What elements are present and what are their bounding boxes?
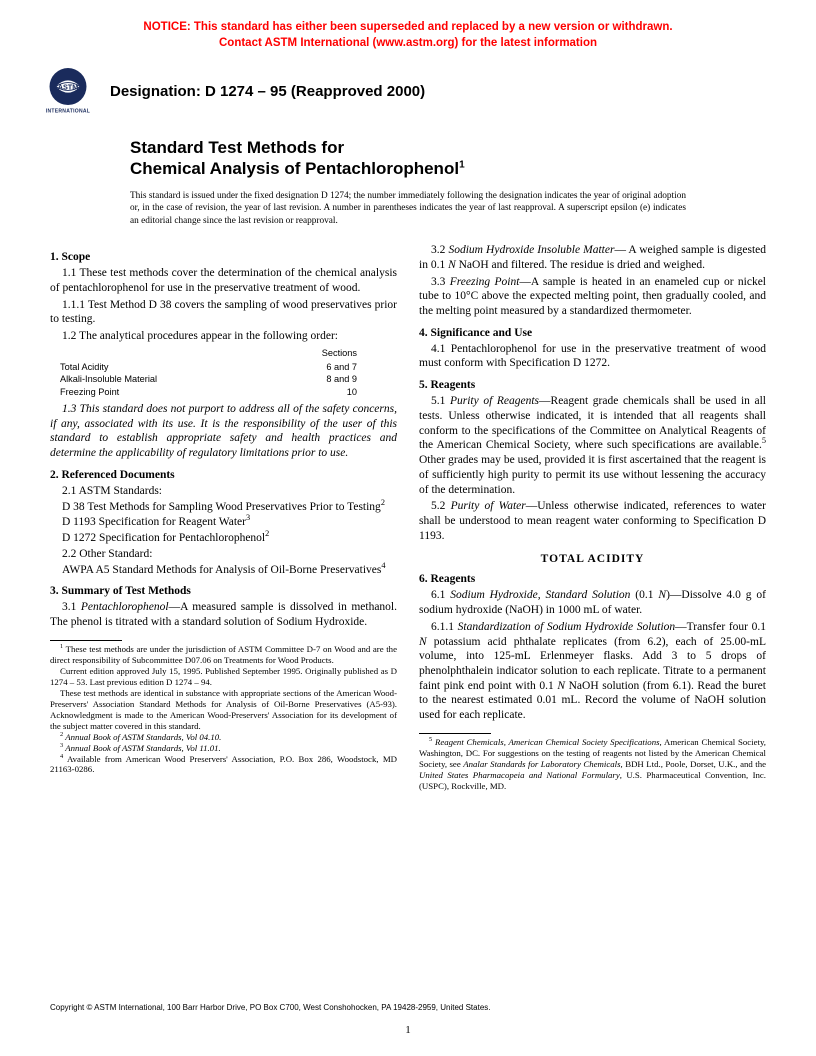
sections-table: Sections Total Acidity6 and 7 Alkali-Ins… xyxy=(50,348,397,398)
footnote-rule xyxy=(50,640,122,641)
sections-hdr: Sections xyxy=(50,348,397,358)
title-line2: Chemical Analysis of Pentachlorophenol xyxy=(130,159,459,178)
para-4-1: 4.1 Pentachlorophenol for use in the pre… xyxy=(419,342,766,371)
reagents6-head: 6. Reagents xyxy=(419,573,766,585)
table-row: Freezing Point10 xyxy=(50,386,397,398)
scope-head: 1. Scope xyxy=(50,251,397,263)
footnote-rule-right xyxy=(419,733,491,734)
svg-text:INTERNATIONAL: INTERNATIONAL xyxy=(46,108,90,114)
ref-awpa: AWPA A5 Standard Methods for Analysis of… xyxy=(50,563,397,578)
title-line1: Standard Test Methods for xyxy=(130,138,344,157)
ref-d1193: D 1193 Specification for Reagent Water3 xyxy=(50,515,397,530)
ref-2-2: 2.2 Other Standard: xyxy=(50,547,397,562)
footnote-4: 4 Available from American Wood Preserver… xyxy=(50,754,397,776)
footnote-1b: Current edition approved July 15, 1995. … xyxy=(50,666,397,688)
total-acidity-head: TOTAL ACIDITY xyxy=(419,553,766,565)
para-6-1: 6.1 Sodium Hydroxide, Standard Solution … xyxy=(419,588,766,617)
ref-2-1: 2.1 ASTM Standards: xyxy=(50,484,397,499)
para-6-1-1: 6.1.1 Standardization of Sodium Hydroxid… xyxy=(419,620,766,723)
header-row: ASTM INTERNATIONAL Designation: D 1274 –… xyxy=(40,63,766,119)
para-3-2: 3.2 Sodium Hydroxide Insoluble Matter— A… xyxy=(419,243,766,272)
table-row: Total Acidity6 and 7 xyxy=(50,361,397,373)
designation: Designation: D 1274 – 95 (Reapproved 200… xyxy=(110,83,425,100)
footnote-1: 1 These test methods are under the juris… xyxy=(50,644,397,666)
table-row: Alkali-Insoluble Material8 and 9 xyxy=(50,373,397,385)
ref-d1272: D 1272 Specification for Pentachlorophen… xyxy=(50,531,397,546)
page-number: 1 xyxy=(0,1024,816,1036)
para-3-1: 3.1 Pentachlorophenol—A measured sample … xyxy=(50,600,397,629)
right-column: 3.2 Sodium Hydroxide Insoluble Matter— A… xyxy=(419,243,766,792)
footnote-5: 5 Reagent Chemicals, American Chemical S… xyxy=(419,737,766,792)
para-3-3: 3.3 Freezing Point—A sample is heated in… xyxy=(419,275,766,319)
notice-line1: NOTICE: This standard has either been su… xyxy=(143,21,672,33)
para-1-2: 1.2 The analytical procedures appear in … xyxy=(50,329,397,344)
svg-text:ASTM: ASTM xyxy=(58,82,79,91)
para-1-3: 1.3 This standard does not purport to ad… xyxy=(50,402,397,461)
para-1-1: 1.1 These test methods cover the determi… xyxy=(50,266,397,295)
copyright: Copyright © ASTM International, 100 Barr… xyxy=(50,1003,491,1012)
summary-head: 3. Summary of Test Methods xyxy=(50,585,397,597)
reagents5-head: 5. Reagents xyxy=(419,379,766,391)
refdocs-head: 2. Referenced Documents xyxy=(50,469,397,481)
significance-head: 4. Significance and Use xyxy=(419,327,766,339)
footnote-1c: These test methods are identical in subs… xyxy=(50,688,397,732)
para-5-2: 5.2 Purity of Water—Unless otherwise ind… xyxy=(419,499,766,543)
title-block: Standard Test Methods for Chemical Analy… xyxy=(130,137,686,227)
two-column-body: 1. Scope 1.1 These test methods cover th… xyxy=(50,243,766,792)
document-title: Standard Test Methods for Chemical Analy… xyxy=(130,137,686,180)
notice-banner: NOTICE: This standard has either been su… xyxy=(50,20,766,51)
footnote-2: 2 Annual Book of ASTM Standards, Vol 04.… xyxy=(50,732,397,743)
para-1-1-1: 1.1.1 Test Method D 38 covers the sampli… xyxy=(50,298,397,327)
para-5-1: 5.1 Purity of Reagents—Reagent grade che… xyxy=(419,394,766,497)
left-column: 1. Scope 1.1 These test methods cover th… xyxy=(50,243,397,792)
footnote-3: 3 Annual Book of ASTM Standards, Vol 11.… xyxy=(50,743,397,754)
astm-logo: ASTM INTERNATIONAL xyxy=(40,63,96,119)
issuance-note: This standard is issued under the fixed … xyxy=(130,190,686,228)
notice-line2: Contact ASTM International (www.astm.org… xyxy=(219,37,597,49)
ref-d38: D 38 Test Methods for Sampling Wood Pres… xyxy=(50,500,397,515)
